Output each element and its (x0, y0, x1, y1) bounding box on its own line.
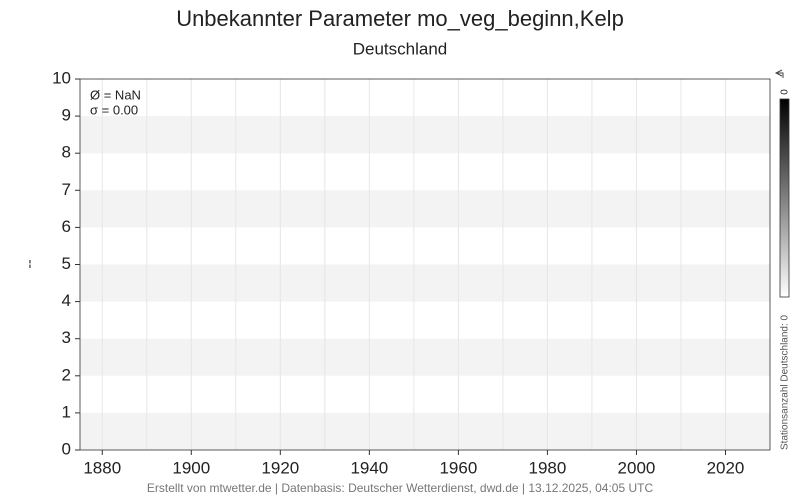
colorbar (779, 98, 790, 298)
y-tick-label: 3 (62, 328, 71, 347)
y-tick-label: 10 (52, 68, 71, 87)
grid-band (80, 190, 770, 228)
plot-area: 0 1 2 3 4 5 6 7 8 9 10 1880 1900 1920 1940 1960 1980 2000… (52, 68, 771, 477)
colorbar-arrow (774, 69, 784, 78)
colorbar-tick-label: 0 (780, 89, 791, 95)
chart-title: Unbekannter Parameter mo_veg_beginn,Kelp (176, 6, 624, 31)
x-tick-label: 1980 (529, 458, 567, 477)
x-tick-label: 2000 (618, 458, 656, 477)
y-tick-label: 0 (62, 439, 71, 458)
x-tick-label: 2020 (707, 458, 745, 477)
grid-band (80, 412, 770, 450)
footer: Erstellt von mtwetter.de | Datenbasis: D… (147, 481, 654, 495)
grid-band (80, 264, 770, 302)
y-tick-label: 9 (62, 106, 71, 125)
x-tick-label: 1940 (350, 458, 388, 477)
grid-band (80, 116, 770, 154)
grid-band (80, 338, 770, 376)
x-tick-label: 1960 (439, 458, 477, 477)
y-axis-label: -- (21, 259, 37, 269)
y-tick-label: 8 (62, 143, 71, 162)
y-tick-label: 7 (62, 180, 71, 199)
y-tick-label: 5 (62, 254, 71, 273)
y-tick-label: 2 (62, 365, 71, 384)
x-tick-label: 1920 (261, 458, 299, 477)
x-tick-label: 1880 (83, 458, 121, 477)
x-tick-label: 1900 (172, 458, 210, 477)
annotation: Ø = NaN (90, 87, 141, 102)
y-tick-label: 6 (62, 217, 71, 236)
y-tick-label: 4 (62, 291, 71, 310)
chart-subtitle: Deutschland (353, 39, 448, 58)
y-tick-label: 1 (62, 402, 71, 421)
annotation: σ = 0.00 (90, 102, 138, 117)
colorbar-label: Stationsanzahl Deutschland: 0 (780, 314, 791, 450)
